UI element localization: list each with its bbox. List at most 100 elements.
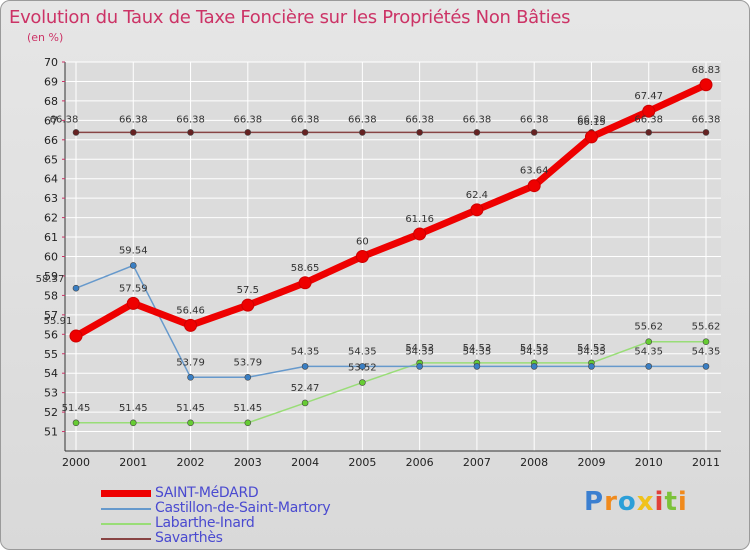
x-tick-label: 2009 xyxy=(577,456,605,469)
data-point xyxy=(72,284,80,292)
data-point xyxy=(187,419,194,427)
data-label: 54.35 xyxy=(348,346,377,357)
data-label: 66.38 xyxy=(634,114,663,125)
y-tick-label: 64 xyxy=(44,173,58,186)
data-label: 66.38 xyxy=(463,114,492,125)
data-point xyxy=(359,129,366,136)
data-label: 60 xyxy=(356,237,369,248)
x-tick-label: 2007 xyxy=(463,456,491,469)
legend-swatch xyxy=(101,523,151,525)
data-point xyxy=(530,363,538,370)
data-label: 54.35 xyxy=(463,346,492,357)
data-point xyxy=(645,338,653,345)
logo-letter: i xyxy=(654,487,665,517)
data-point xyxy=(413,227,427,241)
series-line xyxy=(72,81,710,340)
legend-label: Castillon-de-Saint-Martory xyxy=(155,500,331,516)
data-label: 54.53 xyxy=(520,343,549,354)
data-label: 58.37 xyxy=(36,274,65,285)
logo-letter: i xyxy=(677,487,688,517)
data-point xyxy=(187,373,194,381)
data-label: 66.38 xyxy=(233,114,262,125)
x-tick-label: 2000 xyxy=(62,456,90,469)
y-tick-label: 68 xyxy=(44,95,58,108)
data-point xyxy=(473,129,481,136)
data-point xyxy=(642,104,656,118)
x-tick-label: 2011 xyxy=(692,456,720,469)
data-point xyxy=(584,130,598,144)
data-point xyxy=(699,78,713,92)
logo-letter: o xyxy=(617,487,637,517)
data-label: 53.79 xyxy=(176,357,205,368)
y-tick-label: 57 xyxy=(44,309,58,322)
data-label: 66.38 xyxy=(692,114,721,125)
data-point xyxy=(588,363,595,370)
data-label: 54.35 xyxy=(692,346,721,357)
y-tick-label: 55 xyxy=(44,348,58,361)
data-label: 55.62 xyxy=(692,322,721,333)
y-tick-label: 69 xyxy=(44,75,58,88)
data-label: 51.45 xyxy=(176,403,205,414)
data-point xyxy=(530,129,538,136)
data-label: 66.38 xyxy=(520,114,549,125)
data-label: 66.38 xyxy=(291,114,320,125)
data-point xyxy=(473,363,481,370)
legend-label: Labarthe-Inard xyxy=(155,515,255,531)
data-label: 55.91 xyxy=(44,316,73,327)
data-point xyxy=(184,318,198,332)
y-tick-label: 61 xyxy=(44,231,58,244)
data-label: 51.45 xyxy=(62,403,91,414)
y-tick-label: 63 xyxy=(44,192,58,205)
y-tick-label: 60 xyxy=(44,251,58,264)
data-point xyxy=(126,296,140,310)
data-point xyxy=(129,419,137,427)
logo-letter: x xyxy=(636,487,655,517)
data-label: 58.65 xyxy=(291,263,320,274)
data-label: 54.35 xyxy=(520,346,549,357)
data-label: 54.35 xyxy=(405,346,434,357)
data-point xyxy=(244,129,252,136)
data-label: 54.53 xyxy=(405,343,434,354)
legend-swatch xyxy=(101,538,151,540)
data-point xyxy=(241,298,255,312)
y-unit-label: (en %) xyxy=(27,31,64,44)
y-tick-label: 51 xyxy=(44,426,58,439)
data-point xyxy=(129,129,137,136)
data-label: 59.54 xyxy=(119,245,148,256)
x-tick-label: 2008 xyxy=(520,456,548,469)
x-tick-label: 2010 xyxy=(635,456,663,469)
data-label: 68.83 xyxy=(692,65,721,76)
data-label: 53.52 xyxy=(348,363,377,374)
y-tick-label: 53 xyxy=(44,387,58,400)
data-label: 57.5 xyxy=(237,285,259,296)
x-tick-label: 2006 xyxy=(406,456,434,469)
y-tick-label: 62 xyxy=(44,212,58,225)
data-point xyxy=(301,363,309,370)
data-label: 66.38 xyxy=(405,114,434,125)
data-label: 51.45 xyxy=(119,403,148,414)
data-label: 51.45 xyxy=(233,403,262,414)
y-tick-label: 54 xyxy=(44,367,58,380)
data-label: 56.46 xyxy=(176,305,205,316)
y-tick-label: 67 xyxy=(44,114,58,127)
x-tick-label: 2004 xyxy=(291,456,319,469)
series-line xyxy=(75,340,707,424)
data-label: 54.53 xyxy=(463,343,492,354)
data-point xyxy=(645,129,653,136)
data-point xyxy=(645,363,653,370)
y-tick-label: 66 xyxy=(44,134,58,147)
y-tick-label: 58 xyxy=(44,289,58,302)
data-point xyxy=(416,363,423,370)
x-tick-label: 2003 xyxy=(234,456,262,469)
data-label: 54.35 xyxy=(577,346,606,357)
data-label: 61.16 xyxy=(405,214,434,225)
data-point xyxy=(72,419,80,427)
data-point xyxy=(301,129,309,136)
data-label: 66.38 xyxy=(348,114,377,125)
data-point xyxy=(470,203,484,217)
data-label: 66.38 xyxy=(119,114,148,125)
data-point xyxy=(301,399,309,407)
y-tick-label: 65 xyxy=(44,153,58,166)
data-label: 66.38 xyxy=(577,114,606,125)
